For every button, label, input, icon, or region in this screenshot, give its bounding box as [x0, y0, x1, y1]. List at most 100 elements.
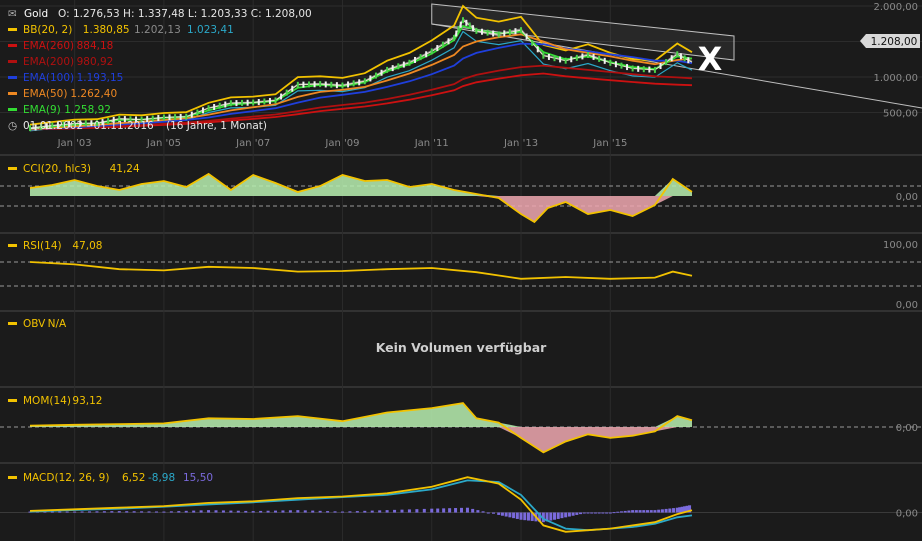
macd-histogram-bar: [184, 510, 188, 513]
price-candle: [637, 65, 640, 72]
price-candle: [679, 53, 682, 60]
mom-value: 93,12: [72, 395, 102, 407]
macd-histogram-bar: [50, 511, 54, 513]
legend-name: EMA(50): [23, 88, 67, 100]
macd-histogram-bar: [102, 511, 106, 513]
macd-histogram-bar: [43, 511, 47, 513]
price-candle: [112, 116, 115, 123]
macd-histogram-bar: [680, 506, 684, 513]
macd-histogram-bar: [58, 511, 62, 513]
price-candle: [586, 51, 589, 58]
macd-histogram-bar: [318, 510, 322, 513]
price-candle: [553, 55, 556, 62]
rsi-y-tick: 100,00: [883, 240, 918, 251]
price-candle: [207, 105, 210, 112]
price-candle: [263, 98, 266, 105]
macd-histogram-bar: [363, 510, 367, 513]
macd-histogram-bar: [177, 511, 181, 513]
macd-histogram-bar: [80, 511, 84, 513]
macd-histogram-bar: [311, 510, 315, 513]
macd-line: [29, 476, 693, 533]
macd-histogram-bar: [678, 507, 682, 513]
price-candle: [592, 53, 595, 60]
price-candle: [45, 123, 48, 130]
price-candle: [659, 62, 662, 69]
price-candle: [363, 78, 366, 85]
symbol-icon: ✉: [8, 8, 17, 20]
price-candle: [472, 25, 475, 32]
price-candle: [609, 59, 612, 66]
price-candle: [129, 116, 132, 123]
price-candle: [603, 57, 606, 64]
price-candle: [29, 125, 31, 132]
price-candle: [218, 102, 221, 109]
macd-histogram-bar: [436, 508, 440, 513]
macd-histogram-bar: [545, 512, 549, 522]
macd-histogram-bar: [385, 510, 389, 513]
x-tick-label: Jan '13: [503, 138, 538, 149]
macd-histogram-bar: [553, 512, 557, 520]
y-tick-label: 1.000,00: [873, 73, 918, 84]
price-candle: [508, 29, 511, 36]
macd-histogram-bar: [616, 511, 620, 513]
macd-histogram-bar: [634, 510, 638, 513]
legend-swatch: [8, 76, 17, 79]
price-candle: [475, 27, 478, 34]
rsi-line: [29, 261, 693, 280]
legend-value: 980,92: [77, 56, 114, 68]
price-candle: [391, 65, 394, 72]
macd-histogram-bar: [169, 511, 173, 513]
macd-histogram-bar: [593, 512, 597, 514]
price-candle: [564, 57, 567, 64]
macd-histogram-bar: [675, 507, 679, 513]
price-candle: [648, 66, 651, 73]
mom-title: MOM(14): [23, 395, 71, 407]
price-candle: [190, 111, 193, 118]
macd-histogram-bar: [95, 511, 99, 513]
price-candle: [620, 62, 623, 69]
price-candle: [235, 100, 238, 107]
macd-y-tick: 0,00: [896, 509, 918, 520]
legend-name: BB(20, 2): [23, 24, 72, 36]
price-candle: [274, 97, 277, 104]
price-candle: [531, 39, 534, 46]
macd-histogram-bar: [582, 512, 586, 514]
cci-value: 41,24: [110, 163, 140, 175]
macd-histogram-bar: [492, 512, 496, 514]
obv-swatch: [8, 322, 17, 325]
macd-histogram-bar: [454, 508, 458, 513]
series-line-ema-50-: [29, 33, 693, 130]
mom-negative-fill: [30, 427, 692, 453]
x-tick-label: Jan '03: [57, 138, 92, 149]
x-tick-label: Jan '09: [324, 138, 359, 149]
macd-histogram-bar: [653, 510, 657, 513]
price-candle: [179, 113, 182, 120]
trend-line: [431, 23, 922, 109]
x-tick-label: Jan '07: [235, 138, 270, 149]
legend-extra: 1.202,13: [134, 24, 181, 36]
legend-value: 1.193,15: [77, 72, 124, 84]
macd-histogram-bar: [430, 508, 434, 513]
trend-channel: [431, 3, 735, 61]
macd-histogram-bar: [244, 510, 248, 513]
macd-histogram-bar: [192, 510, 196, 513]
price-candle: [324, 81, 327, 88]
macd-histogram-bar: [448, 508, 452, 513]
price-candle: [683, 55, 686, 62]
macd-histogram-bar: [73, 511, 77, 513]
macd-histogram-bar: [281, 510, 285, 513]
macd-histogram-bar: [486, 512, 490, 514]
price-candle: [285, 89, 288, 96]
price-candle: [280, 93, 283, 100]
macd-histogram-bar: [619, 511, 623, 513]
price-candle: [257, 99, 260, 106]
macd-histogram-bar: [508, 512, 512, 518]
macd-histogram-bar: [236, 510, 240, 513]
rsi-value: 47,08: [72, 240, 102, 252]
price-candle: [503, 30, 506, 37]
macd-histogram-bar: [575, 512, 579, 515]
price-candle: [151, 115, 154, 122]
price-candle: [162, 114, 165, 121]
price-candle: [341, 82, 344, 89]
macd-histogram-bar: [229, 510, 233, 513]
